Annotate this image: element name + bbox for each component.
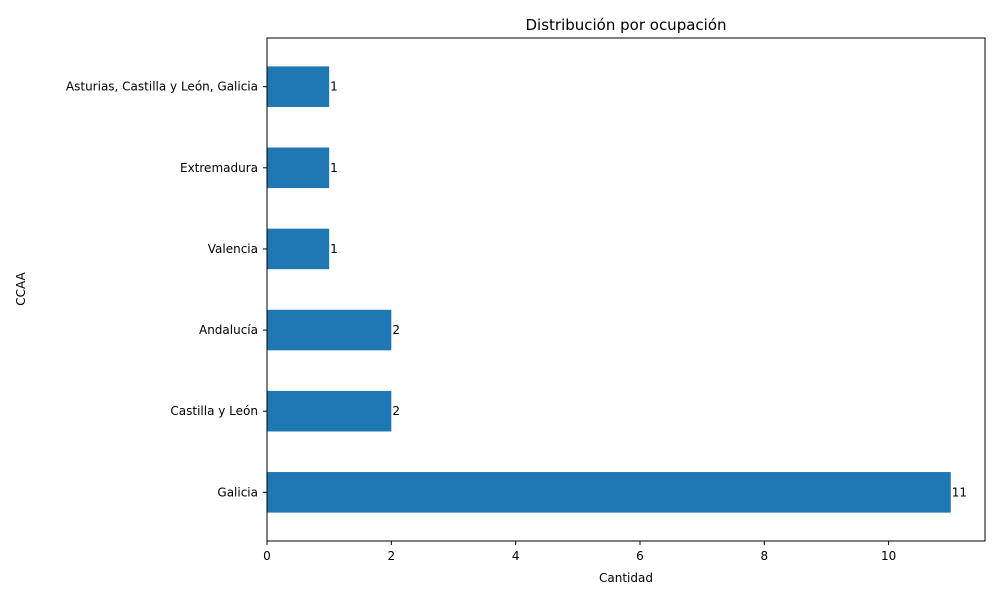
x-tick-label: 0 (263, 549, 271, 563)
x-tick-label: 10 (881, 549, 896, 563)
bar (267, 390, 392, 432)
x-tick-label: 4 (512, 549, 520, 563)
bar (267, 147, 330, 189)
x-tick-label: 2 (388, 549, 396, 563)
bar (267, 66, 330, 107)
y-tick-label: Galicia (217, 485, 258, 499)
x-tick-label: 6 (636, 549, 644, 563)
x-tick-label: 8 (760, 549, 768, 563)
bars-group (267, 66, 951, 513)
x-axis-label: Cantidad (599, 571, 653, 585)
bar-value-label: 1 (330, 242, 338, 256)
bar-value-label: 1 (330, 80, 338, 94)
x-axis-ticks: 0 2 4 6 8 10 (263, 541, 896, 563)
bar (267, 309, 392, 351)
y-axis-ticks: Galicia Castilla y León Andalucía Valencia E… (66, 80, 267, 499)
bar (267, 228, 330, 270)
bar-value-label: 2 (392, 404, 400, 418)
bar-value-label: 2 (392, 323, 400, 337)
y-axis-label: CCAA (14, 271, 28, 305)
y-tick-label: Castilla y León (170, 404, 258, 418)
chart-title: Distribución por ocupación (525, 16, 726, 34)
plot-frame (266, 37, 986, 542)
y-tick-label: Valencia (208, 242, 258, 256)
y-tick-label: Asturias, Castilla y León, Galicia (66, 80, 258, 94)
bar-value-label: 1 (330, 161, 338, 175)
y-tick-label: Andalucía (199, 323, 258, 337)
bar-value-label: 11 (952, 485, 967, 499)
y-tick-label: Extremadura (180, 161, 258, 175)
bar (267, 472, 951, 513)
